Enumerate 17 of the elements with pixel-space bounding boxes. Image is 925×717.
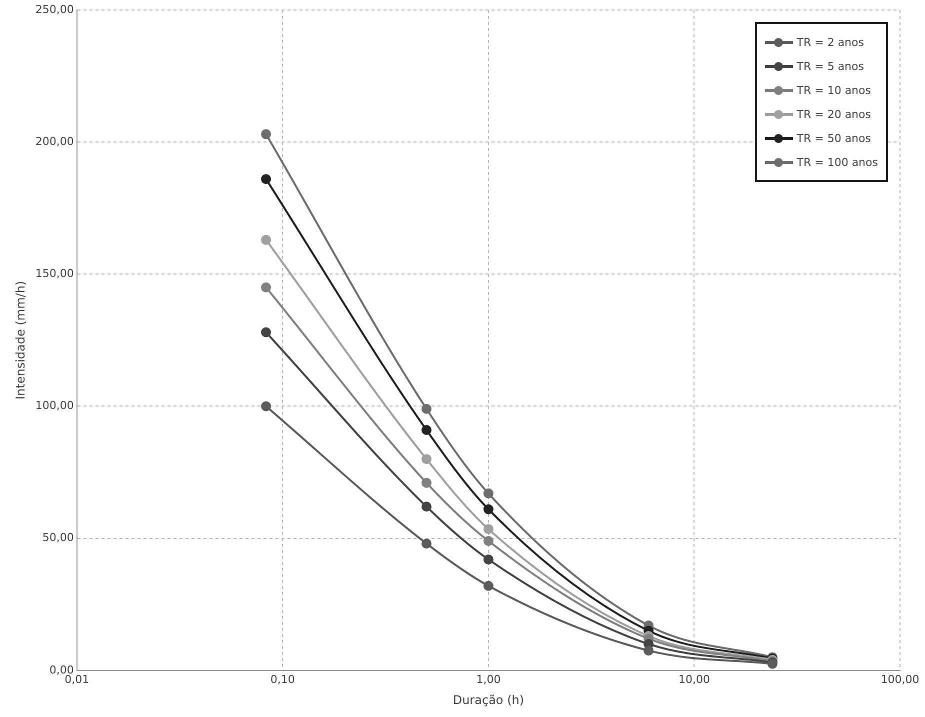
legend-label: TR = 2 anos xyxy=(796,36,864,48)
y-tick-label: 200,00 xyxy=(35,134,74,148)
legend-label: TR = 5 anos xyxy=(796,60,864,72)
y-axis-title: Intensidade (mm/h) xyxy=(13,280,28,400)
legend-label: TR = 50 anos xyxy=(796,132,871,144)
y-tick-label: 100,00 xyxy=(35,399,74,412)
y-tick-label: 250,00 xyxy=(35,2,74,16)
x-tick-label: 1,00 xyxy=(476,672,501,686)
x-axis-title: Duração (h) xyxy=(452,692,524,707)
x-tick-label: 100,00 xyxy=(880,672,920,686)
legend-label: TR = 10 anos xyxy=(796,84,871,96)
y-tick-label: 150,00 xyxy=(35,267,74,280)
x-tick-label: 0,10 xyxy=(270,672,295,686)
legend-label: TR = 20 anos xyxy=(796,108,871,120)
x-tick-label: 10,00 xyxy=(678,672,710,686)
y-tick-label: 50,00 xyxy=(42,531,74,544)
legend-label: TR = 100 anos xyxy=(796,156,878,168)
